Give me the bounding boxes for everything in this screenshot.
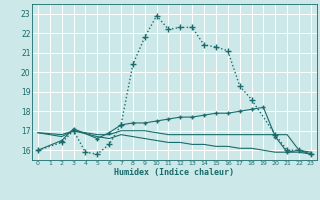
X-axis label: Humidex (Indice chaleur): Humidex (Indice chaleur) [115, 168, 234, 177]
